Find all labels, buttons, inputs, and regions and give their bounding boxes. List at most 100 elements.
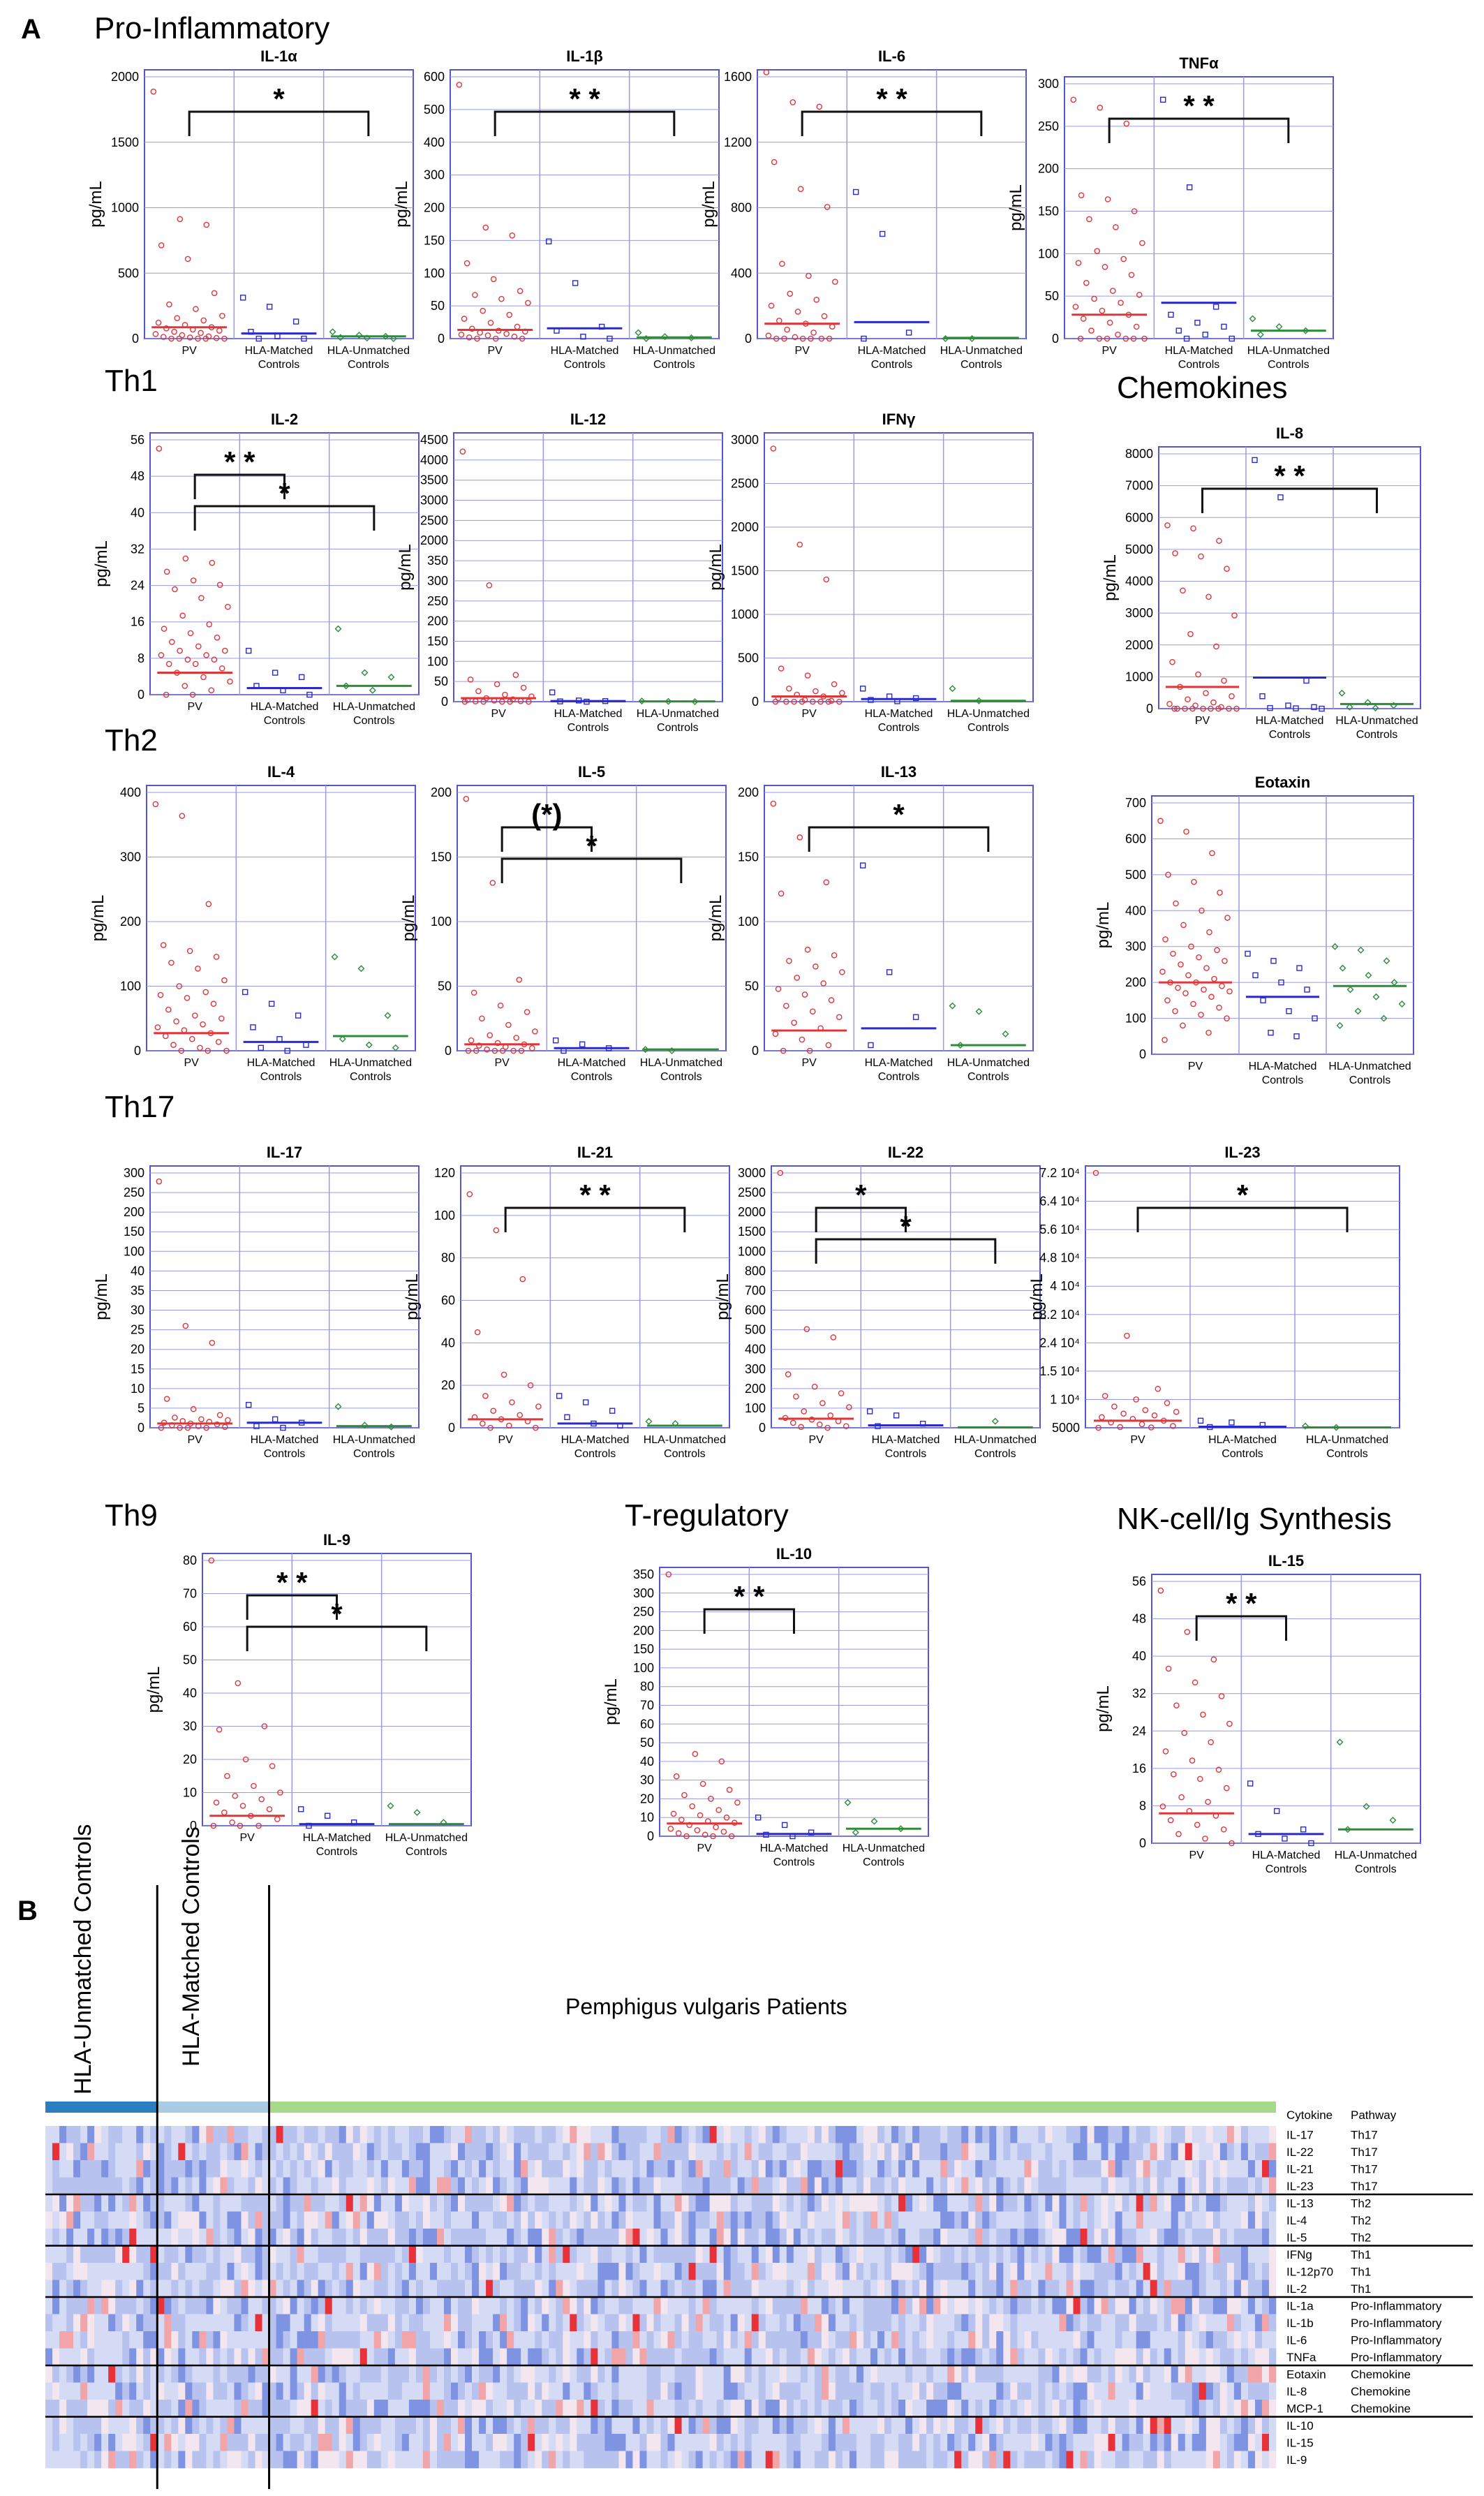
heatmap-cell — [912, 2434, 920, 2451]
heatmap-cell — [199, 2160, 207, 2178]
heatmap-cell — [1185, 2451, 1193, 2469]
heatmap-cell — [366, 2229, 375, 2246]
heatmap-cell — [1240, 2229, 1249, 2246]
heatmap-cell — [1094, 2400, 1101, 2417]
significance-bracket — [815, 1238, 997, 1264]
heatmap-cell — [884, 2331, 892, 2349]
heatmap-cell — [577, 2194, 584, 2212]
heatmap-cell — [185, 2416, 193, 2435]
heatmap-cell — [1108, 2211, 1115, 2229]
heatmap-cell — [989, 2229, 997, 2246]
heatmap-cell — [1178, 2143, 1186, 2161]
heatmap-cell — [618, 2348, 626, 2366]
heatmap-cell — [1101, 2143, 1108, 2161]
heatmap-cell — [465, 2126, 473, 2143]
heatmap-cell — [394, 2280, 403, 2298]
heatmap-cell — [1045, 2297, 1053, 2314]
heatmap-cell — [1087, 2382, 1095, 2400]
heatmap-cell — [94, 2211, 102, 2229]
heatmap-cell — [101, 2229, 109, 2246]
heatmap-cell — [898, 2314, 906, 2332]
heatmap-cell — [241, 2297, 248, 2314]
group-title-th17: Th17 — [105, 1090, 175, 1124]
heatmap-cell — [521, 2160, 528, 2178]
heatmap-cell — [422, 2382, 431, 2400]
heatmap-cell — [45, 2416, 53, 2435]
heatmap-cell — [751, 2280, 759, 2298]
heatmap-cell — [157, 2126, 165, 2143]
data-point — [1122, 335, 1129, 342]
category-label: HLA-Unmatched — [843, 1843, 925, 1854]
data-point — [532, 1424, 539, 1431]
heatmap-cell — [1143, 2280, 1150, 2298]
data-point — [1183, 828, 1189, 835]
heatmap-cell — [646, 2416, 654, 2435]
y-axis-label: pg/mL — [1094, 1685, 1113, 1732]
data-point — [1285, 702, 1291, 709]
heatmap-cell — [122, 2451, 130, 2469]
heatmap-cell — [765, 2160, 773, 2178]
data-point — [266, 1805, 273, 1812]
heatmap-cell — [1101, 2229, 1108, 2246]
category-sublabel: Controls — [1269, 729, 1311, 741]
y-tick-label: 100 — [120, 980, 141, 994]
chart-title: IL-9 — [323, 1531, 350, 1549]
data-point — [191, 1012, 198, 1019]
heatmap-cell — [1003, 2331, 1011, 2349]
heatmap-cell — [695, 2382, 703, 2400]
heatmap-cell — [443, 2382, 452, 2400]
heatmap-cell — [807, 2194, 815, 2212]
heatmap-cell — [185, 2263, 193, 2280]
heatmap-cell — [528, 2143, 535, 2161]
heatmap-cell — [1164, 2365, 1172, 2383]
heatmap-cell — [674, 2126, 682, 2143]
heatmap-cell — [1233, 2245, 1242, 2264]
data-point — [1124, 1332, 1130, 1339]
heatmap-cell — [982, 2194, 990, 2212]
heatmap-cell — [751, 2194, 759, 2212]
heatmap-cell — [674, 2143, 682, 2161]
heatmap-cell — [52, 2348, 60, 2366]
heatmap-cell — [870, 2400, 878, 2417]
heatmap-cell — [660, 2160, 668, 2178]
heatmap-cell — [1073, 2245, 1081, 2264]
heatmap-cell — [514, 2194, 521, 2212]
heatmap-cell — [1143, 2348, 1150, 2366]
heatmap-cell — [353, 2211, 361, 2229]
data-point — [509, 232, 516, 239]
y-tick-label: 150 — [633, 1642, 654, 1656]
y-tick-label: 10 — [183, 1786, 197, 1800]
heatmap-cell — [800, 2416, 808, 2435]
heatmap-cell — [1003, 2245, 1011, 2264]
heatmap-cell — [779, 2365, 787, 2383]
heatmap-cell — [1129, 2297, 1136, 2314]
heatmap-cell — [765, 2194, 773, 2212]
heatmap-cell — [94, 2194, 102, 2212]
heatmap-cell — [975, 2194, 983, 2212]
heatmap-cell — [122, 2400, 130, 2417]
heatmap-cell — [479, 2416, 487, 2435]
heatmap-cell — [793, 2382, 801, 2400]
data-point — [1210, 1656, 1217, 1663]
heatmap-cell — [373, 2382, 382, 2400]
heatmap-cell — [422, 2143, 431, 2161]
heatmap-cell — [996, 2177, 1004, 2195]
heatmap-cell — [891, 2143, 899, 2161]
heatmap-cell — [618, 2229, 626, 2246]
heatmap-cell — [52, 2263, 60, 2280]
heatmap-cell — [297, 2143, 304, 2161]
heatmap-cell — [1080, 2382, 1088, 2400]
heatmap-cell — [486, 2365, 494, 2383]
heatmap-cell — [59, 2229, 67, 2246]
heatmap-cell — [856, 2160, 864, 2178]
heatmap-cell — [779, 2331, 787, 2349]
heatmap-cell — [681, 2297, 689, 2314]
heatmap-cell — [514, 2365, 521, 2383]
heatmap-cell — [339, 2382, 347, 2400]
heatmap-cell — [549, 2245, 556, 2264]
y-axis-label: pg/mL — [706, 544, 725, 591]
heatmap-cell — [667, 2365, 675, 2383]
heatmap-cell — [1038, 2211, 1046, 2229]
heatmap-cell — [185, 2314, 193, 2332]
heatmap-cell — [450, 2400, 459, 2417]
